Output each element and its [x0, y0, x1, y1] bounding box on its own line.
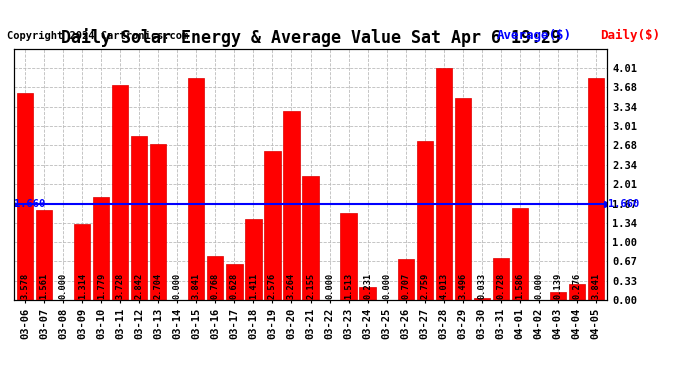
Bar [246, 219, 262, 300]
Text: 2.155: 2.155 [306, 273, 315, 299]
Text: 1.314: 1.314 [78, 273, 87, 299]
Bar [226, 264, 242, 300]
Text: Copyright 2024 Cartronics.com: Copyright 2024 Cartronics.com [7, 32, 188, 41]
Bar [340, 213, 357, 300]
Text: 3.841: 3.841 [591, 273, 600, 299]
Text: 0.000: 0.000 [59, 273, 68, 299]
Text: 3.841: 3.841 [192, 273, 201, 299]
Text: 2.704: 2.704 [154, 273, 163, 299]
Text: 0.707: 0.707 [401, 273, 410, 299]
Text: 1.561: 1.561 [40, 273, 49, 299]
Text: 3.496: 3.496 [458, 273, 467, 299]
Text: 0.000: 0.000 [534, 273, 543, 299]
Bar [588, 78, 604, 300]
Text: 1.586: 1.586 [515, 273, 524, 299]
Text: 3.578: 3.578 [21, 273, 30, 299]
Bar [511, 209, 528, 300]
Text: 4.013: 4.013 [439, 273, 448, 299]
Bar [112, 85, 128, 300]
Bar [493, 258, 509, 300]
Bar [435, 68, 452, 300]
Bar [188, 78, 204, 300]
Text: 0.000: 0.000 [173, 273, 182, 299]
Bar [131, 136, 148, 300]
Bar [359, 286, 375, 300]
Text: 0.139: 0.139 [553, 273, 562, 299]
Text: 2.576: 2.576 [268, 273, 277, 299]
Text: 1.660: 1.660 [609, 199, 640, 209]
Bar [207, 256, 224, 300]
Text: Daily($): Daily($) [600, 29, 660, 42]
Text: 0.728: 0.728 [496, 273, 505, 299]
Text: 0.628: 0.628 [230, 273, 239, 299]
Text: 1.660: 1.660 [14, 199, 46, 209]
Text: 2.759: 2.759 [420, 273, 429, 299]
Text: 0.768: 0.768 [211, 273, 220, 299]
Text: 0.231: 0.231 [363, 273, 372, 299]
Bar [302, 176, 319, 300]
Text: 3.728: 3.728 [116, 273, 125, 299]
Bar [17, 93, 33, 300]
Text: 1.779: 1.779 [97, 273, 106, 299]
Text: Average($): Average($) [497, 29, 572, 42]
Bar [93, 197, 110, 300]
Text: 0.033: 0.033 [477, 273, 486, 299]
Bar [473, 298, 490, 300]
Bar [569, 284, 585, 300]
Bar [150, 144, 166, 300]
Text: 2.842: 2.842 [135, 273, 144, 299]
Text: 1.411: 1.411 [249, 273, 258, 299]
Text: 3.264: 3.264 [287, 273, 296, 299]
Text: 0.000: 0.000 [325, 273, 334, 299]
Bar [75, 224, 90, 300]
Bar [284, 111, 299, 300]
Bar [397, 259, 414, 300]
Text: 0.276: 0.276 [572, 273, 581, 299]
Bar [264, 151, 281, 300]
Title: Daily Solar Energy & Average Value Sat Apr 6 19:29: Daily Solar Energy & Average Value Sat A… [61, 28, 560, 47]
Bar [455, 98, 471, 300]
Bar [550, 292, 566, 300]
Text: 0.000: 0.000 [382, 273, 391, 299]
Text: 1.513: 1.513 [344, 273, 353, 299]
Bar [36, 210, 52, 300]
Bar [417, 141, 433, 300]
